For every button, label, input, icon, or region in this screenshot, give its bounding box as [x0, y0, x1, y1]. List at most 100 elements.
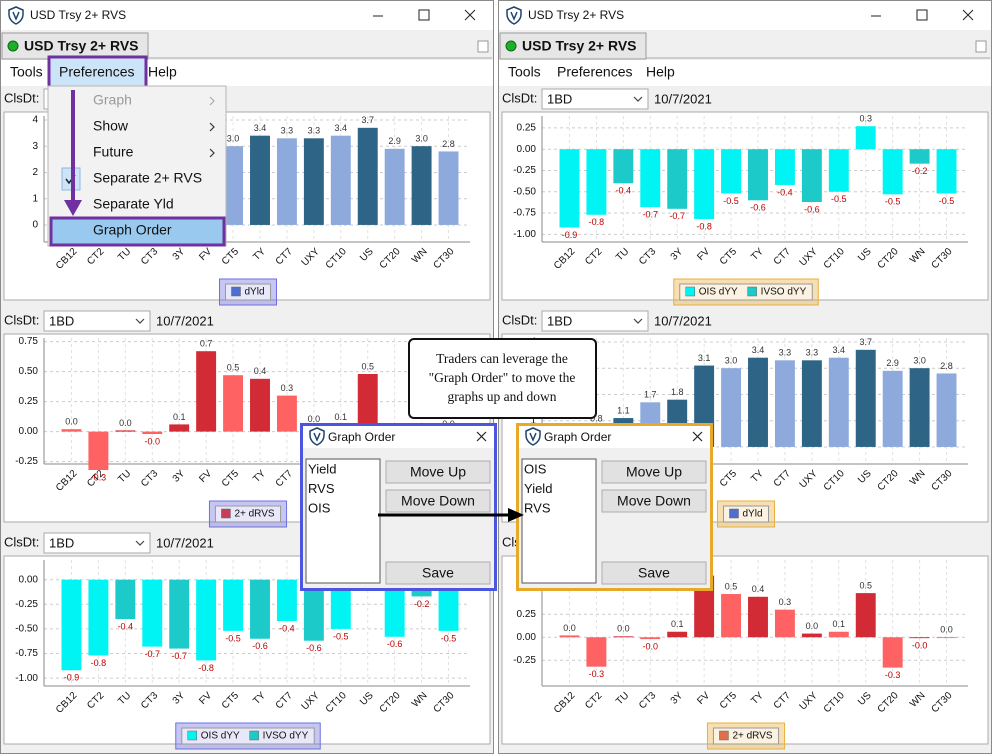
close-button[interactable] — [962, 9, 974, 21]
value-label: 0.5 — [361, 361, 374, 371]
value-label: 0.3 — [859, 114, 872, 124]
dialog-button[interactable] — [601, 489, 707, 513]
value-label: -0.5 — [333, 631, 349, 641]
bar — [774, 149, 795, 185]
y-tick-label: 1 — [530, 415, 536, 426]
dropdown-item[interactable]: Graph Order — [93, 222, 172, 238]
order-list[interactable] — [521, 458, 597, 584]
legend-label: dYld — [244, 287, 264, 298]
period-value: 1BD — [49, 313, 74, 328]
legend-label: 2+ dRVS — [732, 731, 772, 742]
bar — [250, 378, 270, 432]
period-value: 1BD — [547, 313, 572, 328]
chevron — [633, 318, 643, 324]
tab-restore[interactable] — [477, 40, 489, 53]
dialog-button-label[interactable]: Save — [638, 565, 670, 581]
menu-item[interactable]: Tools — [508, 64, 541, 80]
chevron — [209, 148, 215, 158]
value-label: -0.3 — [589, 669, 605, 679]
tab[interactable] — [499, 32, 647, 60]
y-tick-label: 0 — [32, 220, 38, 231]
tab[interactable] — [1, 32, 149, 60]
y-tick-label: -0.25 — [513, 165, 536, 176]
value-label: -0.5 — [441, 633, 457, 643]
maximize-button[interactable] — [418, 9, 430, 21]
bar — [586, 637, 607, 667]
value-label: -0.4 — [118, 621, 134, 631]
bar — [774, 360, 795, 447]
value-label: 3.3 — [281, 126, 294, 136]
annotation-arrowhead — [508, 508, 524, 522]
dropdown-item[interactable]: Show — [93, 118, 129, 134]
value-label: -0.5 — [723, 196, 739, 206]
order-item[interactable]: RVS — [308, 481, 335, 496]
bar — [384, 579, 405, 637]
y-tick-label: 0.00 — [517, 632, 537, 643]
value-label: 3.0 — [415, 134, 428, 144]
value-label: -0.8 — [696, 221, 712, 231]
value-label: 1.1 — [617, 405, 630, 415]
date-label: ClsDt: — [502, 90, 537, 105]
date-label: ClsDt: — [502, 312, 537, 327]
app-icon — [506, 6, 522, 25]
value-label: 3.3 — [806, 348, 819, 358]
dialog-button[interactable] — [385, 561, 491, 585]
y-tick-label: -0.75 — [513, 208, 536, 219]
dialog-button-label[interactable]: Move Up — [626, 464, 682, 480]
period-combo[interactable] — [541, 310, 649, 332]
bar — [303, 138, 324, 225]
dialog-button-label[interactable]: Save — [422, 565, 454, 581]
legend-label: 2+ dRVS — [234, 509, 274, 520]
legend-swatch — [231, 286, 241, 297]
order-item[interactable]: RVS — [524, 500, 551, 515]
menu-item[interactable]: Help — [646, 64, 675, 80]
dialog-button-label[interactable]: Move Down — [617, 493, 691, 509]
close-button[interactable] — [464, 9, 476, 21]
value-label: -0.7 — [669, 211, 685, 221]
order-item[interactable]: Yield — [524, 481, 552, 496]
period-combo[interactable] — [43, 310, 151, 332]
bar — [88, 431, 109, 470]
menu-item[interactable]: Preferences — [557, 64, 632, 80]
tab-restore[interactable] — [975, 40, 987, 53]
status-dot — [7, 40, 19, 52]
dropdown-item[interactable]: Separate Yld — [93, 196, 174, 212]
dropdown-item[interactable]: Future — [93, 144, 134, 160]
menu-item[interactable]: Tools — [10, 64, 43, 80]
callout-line: "Graph Order" to move the — [429, 370, 576, 385]
legend-label: IVSO dYY — [761, 287, 807, 298]
dialog-button[interactable] — [601, 561, 707, 585]
dropdown-item[interactable]: Separate 2+ RVS — [93, 170, 202, 186]
menu-item[interactable]: Preferences — [59, 64, 134, 80]
dialog-button[interactable] — [385, 460, 491, 484]
tab-label: USD Trsy 2+ RVS — [24, 38, 139, 54]
dialog-button[interactable] — [385, 489, 491, 513]
dialog-button[interactable] — [601, 460, 707, 484]
y-tick-label: 0.00 — [19, 426, 39, 437]
y-tick-label: 2 — [32, 167, 38, 178]
maximize-button[interactable] — [916, 9, 928, 21]
order-item[interactable]: OIS — [308, 500, 331, 515]
legend: 2+ dRVS — [221, 509, 275, 520]
order-item[interactable]: Yield — [308, 461, 336, 476]
dialog-close[interactable] — [476, 431, 487, 442]
value-label: 3.0 — [913, 356, 926, 366]
chevron — [135, 540, 145, 546]
dialog-button-label[interactable]: Move Up — [410, 464, 466, 480]
period-combo[interactable] — [43, 532, 151, 554]
menu-item[interactable]: Help — [148, 64, 177, 80]
dialog-button-label[interactable]: Move Down — [401, 493, 475, 509]
bar — [142, 579, 163, 647]
value-label: 0.0 — [65, 417, 78, 427]
period-combo[interactable] — [541, 88, 649, 110]
order-list[interactable] — [305, 458, 381, 584]
bar — [721, 149, 742, 194]
annotation-arrowhead — [64, 200, 82, 216]
value-label: 3.4 — [833, 345, 846, 355]
bar — [882, 149, 903, 195]
value-label: -0.0 — [643, 641, 659, 651]
dialog-close[interactable] — [692, 431, 703, 442]
order-item[interactable]: OIS — [524, 461, 547, 476]
value-label: 2.8 — [442, 139, 455, 149]
date-value: 10/7/2021 — [156, 313, 214, 328]
